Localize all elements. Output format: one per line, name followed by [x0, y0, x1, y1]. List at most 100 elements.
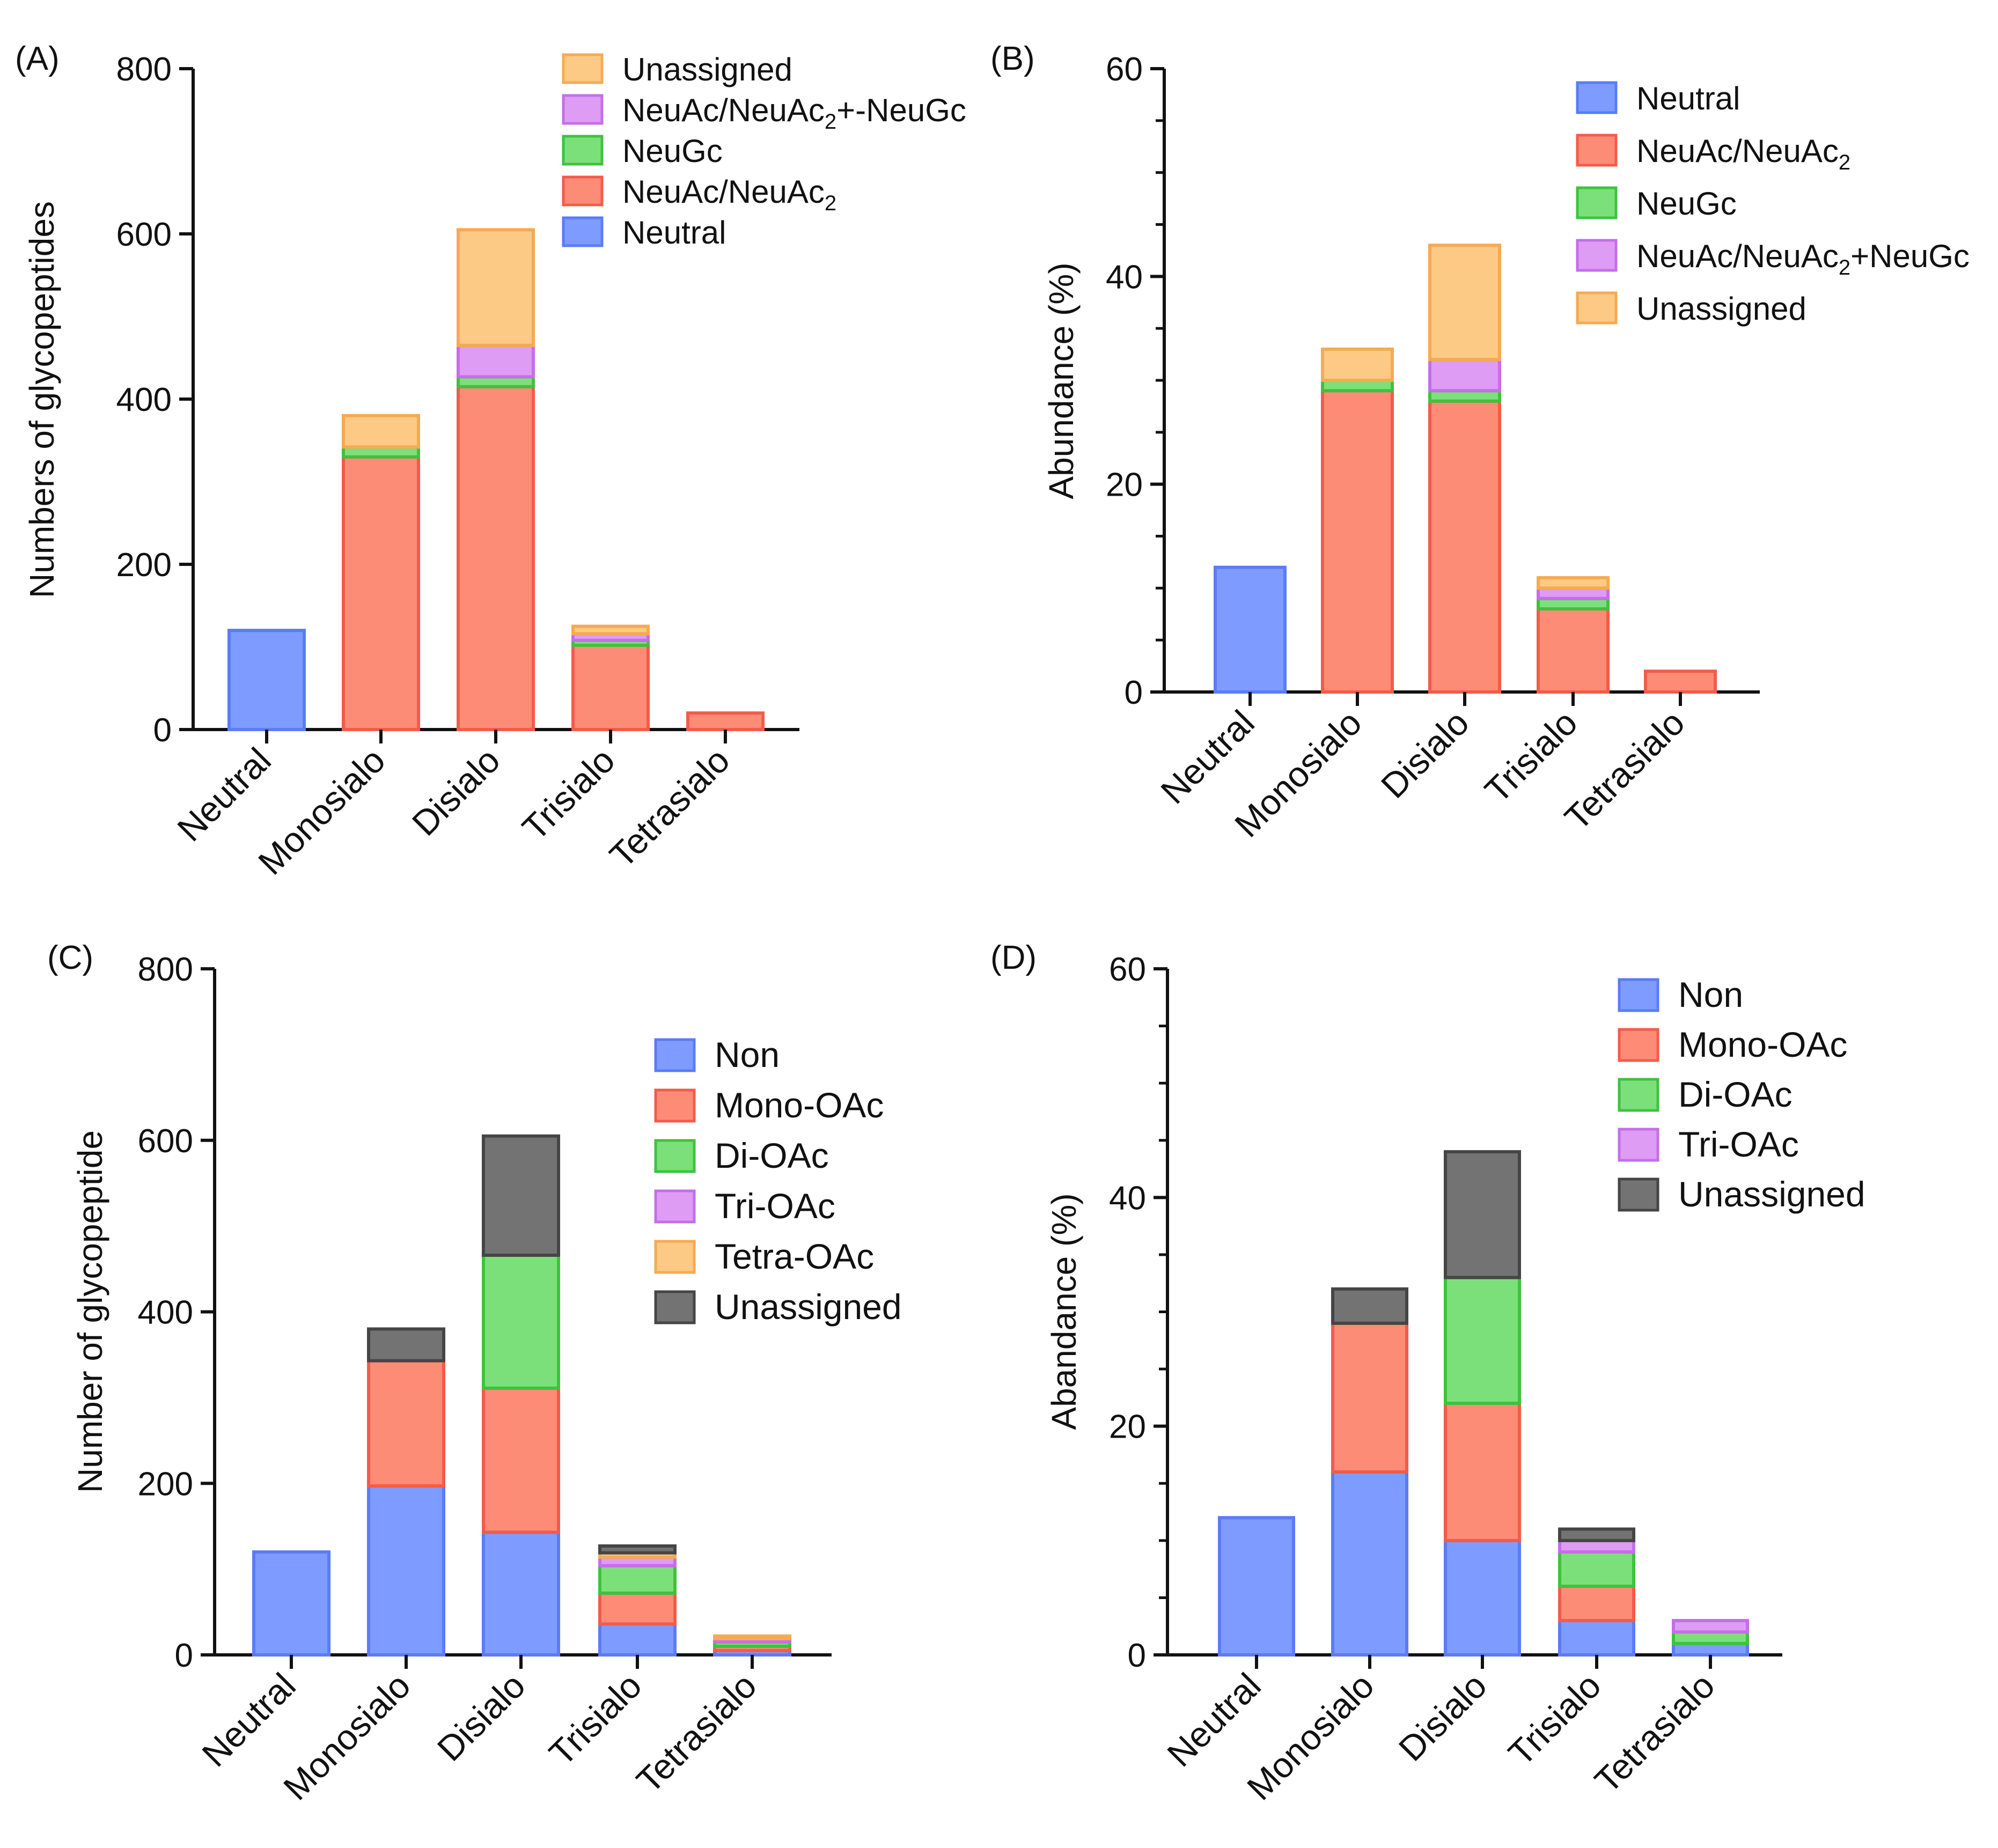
- legend-label: Mono-OAc: [1678, 1025, 1847, 1064]
- bar-tetrasialo-red: [686, 711, 765, 731]
- bar-tetrasialo-purple: [1672, 1619, 1749, 1634]
- legend-label: NeuAc/NeuAc2​: [622, 174, 836, 215]
- y-tick-label: 20: [1109, 1409, 1146, 1446]
- legend-label: NeuAc/NeuAc2​+-NeuGc: [622, 92, 966, 134]
- legend-swatch: [562, 94, 604, 125]
- legend-label: Unassigned: [715, 1287, 902, 1327]
- legend-label: Neutral: [622, 215, 726, 251]
- bar-trisialo-green: [1558, 1550, 1635, 1588]
- bar-monosialo-orange: [1321, 347, 1394, 382]
- bar-disialo-gray: [1444, 1150, 1521, 1279]
- legend-swatch: [1576, 134, 1618, 167]
- y-tick-label: 400: [138, 1294, 193, 1331]
- legend-label: Tetra-OAc: [715, 1236, 874, 1276]
- bar-tetrasialo-red: [1644, 669, 1717, 694]
- bar-disialo-purple: [1428, 358, 1501, 393]
- bar-disialo-purple: [457, 343, 535, 379]
- legend-label: Mono-OAc: [715, 1085, 884, 1125]
- y-tick-label: 400: [116, 381, 172, 418]
- legend-swatch: [562, 53, 604, 84]
- legend-swatch: [1618, 1028, 1659, 1062]
- x-tick-label: Disialo: [430, 1666, 533, 1769]
- legend-swatch: [1576, 239, 1618, 272]
- bar-monosialo-gray: [367, 1327, 445, 1363]
- bar-tetrasialo-blue: [1672, 1641, 1749, 1657]
- x-tick-label: Tetrasialo: [602, 740, 737, 875]
- legend-label: NeuGc: [1636, 186, 1737, 222]
- bar-trisialo-red: [1558, 1585, 1635, 1623]
- legend-swatch: [654, 1240, 696, 1274]
- legend-swatch: [654, 1189, 696, 1224]
- y-tick-label: 200: [116, 547, 172, 584]
- legend: Non Mono-OAc Di-OAc Tri-OAc Unassigned: [1618, 975, 1865, 1214]
- legend-label: Tri-OAc: [715, 1186, 835, 1226]
- y-axis-title: Numbers of glycopeptides: [23, 201, 61, 598]
- x-tick-label: Disialo: [405, 740, 508, 843]
- legend-swatch: [562, 135, 604, 166]
- bar-monosialo-gray: [1331, 1287, 1408, 1325]
- bar-trisialo-gray: [598, 1544, 677, 1555]
- bar-neutral-blue: [227, 629, 306, 731]
- bar-monosialo-red: [1321, 389, 1394, 694]
- legend-swatch: [654, 1290, 696, 1324]
- bar-disialo-blue: [482, 1530, 560, 1656]
- y-tick-label: 200: [138, 1466, 193, 1503]
- legend: Neutral NeuAc/NeuAc2​ NeuGc NeuAc/NeuAc2​+N…: [1576, 80, 1970, 327]
- y-axis-title: Abandance (%): [1045, 1193, 1083, 1430]
- legend-swatch: [1576, 186, 1618, 219]
- legend-swatch: [1618, 1078, 1659, 1112]
- x-tick-label: Neutral: [1153, 703, 1262, 812]
- y-tick-label: 40: [1106, 259, 1143, 296]
- bar-disialo-red: [482, 1386, 560, 1534]
- panel-label: (D): [990, 939, 1037, 976]
- legend-label: NeuAc/NeuAc2​: [1636, 133, 1850, 174]
- bar-trisialo-red: [598, 1591, 677, 1626]
- chart-panel-2: (C) 0 200 400 600 800 Number of glycopeptide Ne…: [47, 939, 902, 1808]
- bar-monosialo-red: [367, 1359, 445, 1488]
- bar-disialo-orange: [1428, 244, 1501, 362]
- legend-label: Unassigned: [1678, 1174, 1865, 1214]
- legend-swatch: [1618, 978, 1659, 1012]
- legend-label: Unassigned: [622, 51, 792, 87]
- legend-label: Non: [715, 1035, 780, 1074]
- x-tick-label: Trisialo: [541, 1666, 649, 1773]
- legend-swatch: [654, 1038, 696, 1072]
- bar-disialo-red: [457, 385, 535, 731]
- legend-swatch: [654, 1088, 696, 1123]
- y-tick-label: 0: [1125, 674, 1143, 711]
- legend-swatch: [1618, 1128, 1659, 1162]
- x-tick-label: Neutral: [194, 1666, 303, 1775]
- y-tick-label: 0: [175, 1637, 193, 1674]
- x-tick-label: Neutral: [170, 740, 278, 849]
- y-tick-label: 20: [1106, 467, 1143, 504]
- y-tick-label: 800: [116, 51, 172, 88]
- bar-trisialo-blue: [1558, 1619, 1635, 1657]
- bar-trisialo-blue: [598, 1622, 677, 1657]
- legend-label: Unassigned: [1636, 291, 1806, 327]
- x-tick-label: Neutral: [1159, 1666, 1268, 1775]
- y-tick-label: 800: [138, 951, 193, 988]
- bar-disialo-red: [1444, 1402, 1521, 1542]
- legend-swatch: [1576, 291, 1618, 325]
- bar-trisialo-orange: [1537, 576, 1610, 590]
- bar-monosialo-red: [342, 455, 420, 731]
- y-tick-label: 0: [1128, 1637, 1146, 1674]
- y-tick-label: 60: [1109, 951, 1146, 988]
- chart-panel-0: (A) 0 200 400 600 800 Numbers of glycopeptides…: [15, 40, 966, 882]
- x-tick-label: Trisialo: [515, 740, 622, 848]
- bar-tetrasialo-orange: [713, 1634, 791, 1640]
- x-tick-label: Disialo: [1373, 703, 1477, 806]
- x-tick-label: Trisialo: [1501, 1666, 1608, 1773]
- bar-tetrasialo-green: [1672, 1630, 1749, 1645]
- legend-label: Tri-OAc: [1678, 1124, 1799, 1164]
- legend-label: Di-OAc: [1678, 1074, 1793, 1114]
- bar-trisialo-red: [1537, 607, 1610, 694]
- panel-label: (A): [15, 40, 60, 77]
- x-tick-label: Tetrasialo: [1587, 1666, 1722, 1801]
- y-tick-label: 40: [1109, 1180, 1146, 1217]
- bar-disialo-blue: [1444, 1538, 1521, 1656]
- legend-swatch: [654, 1139, 696, 1173]
